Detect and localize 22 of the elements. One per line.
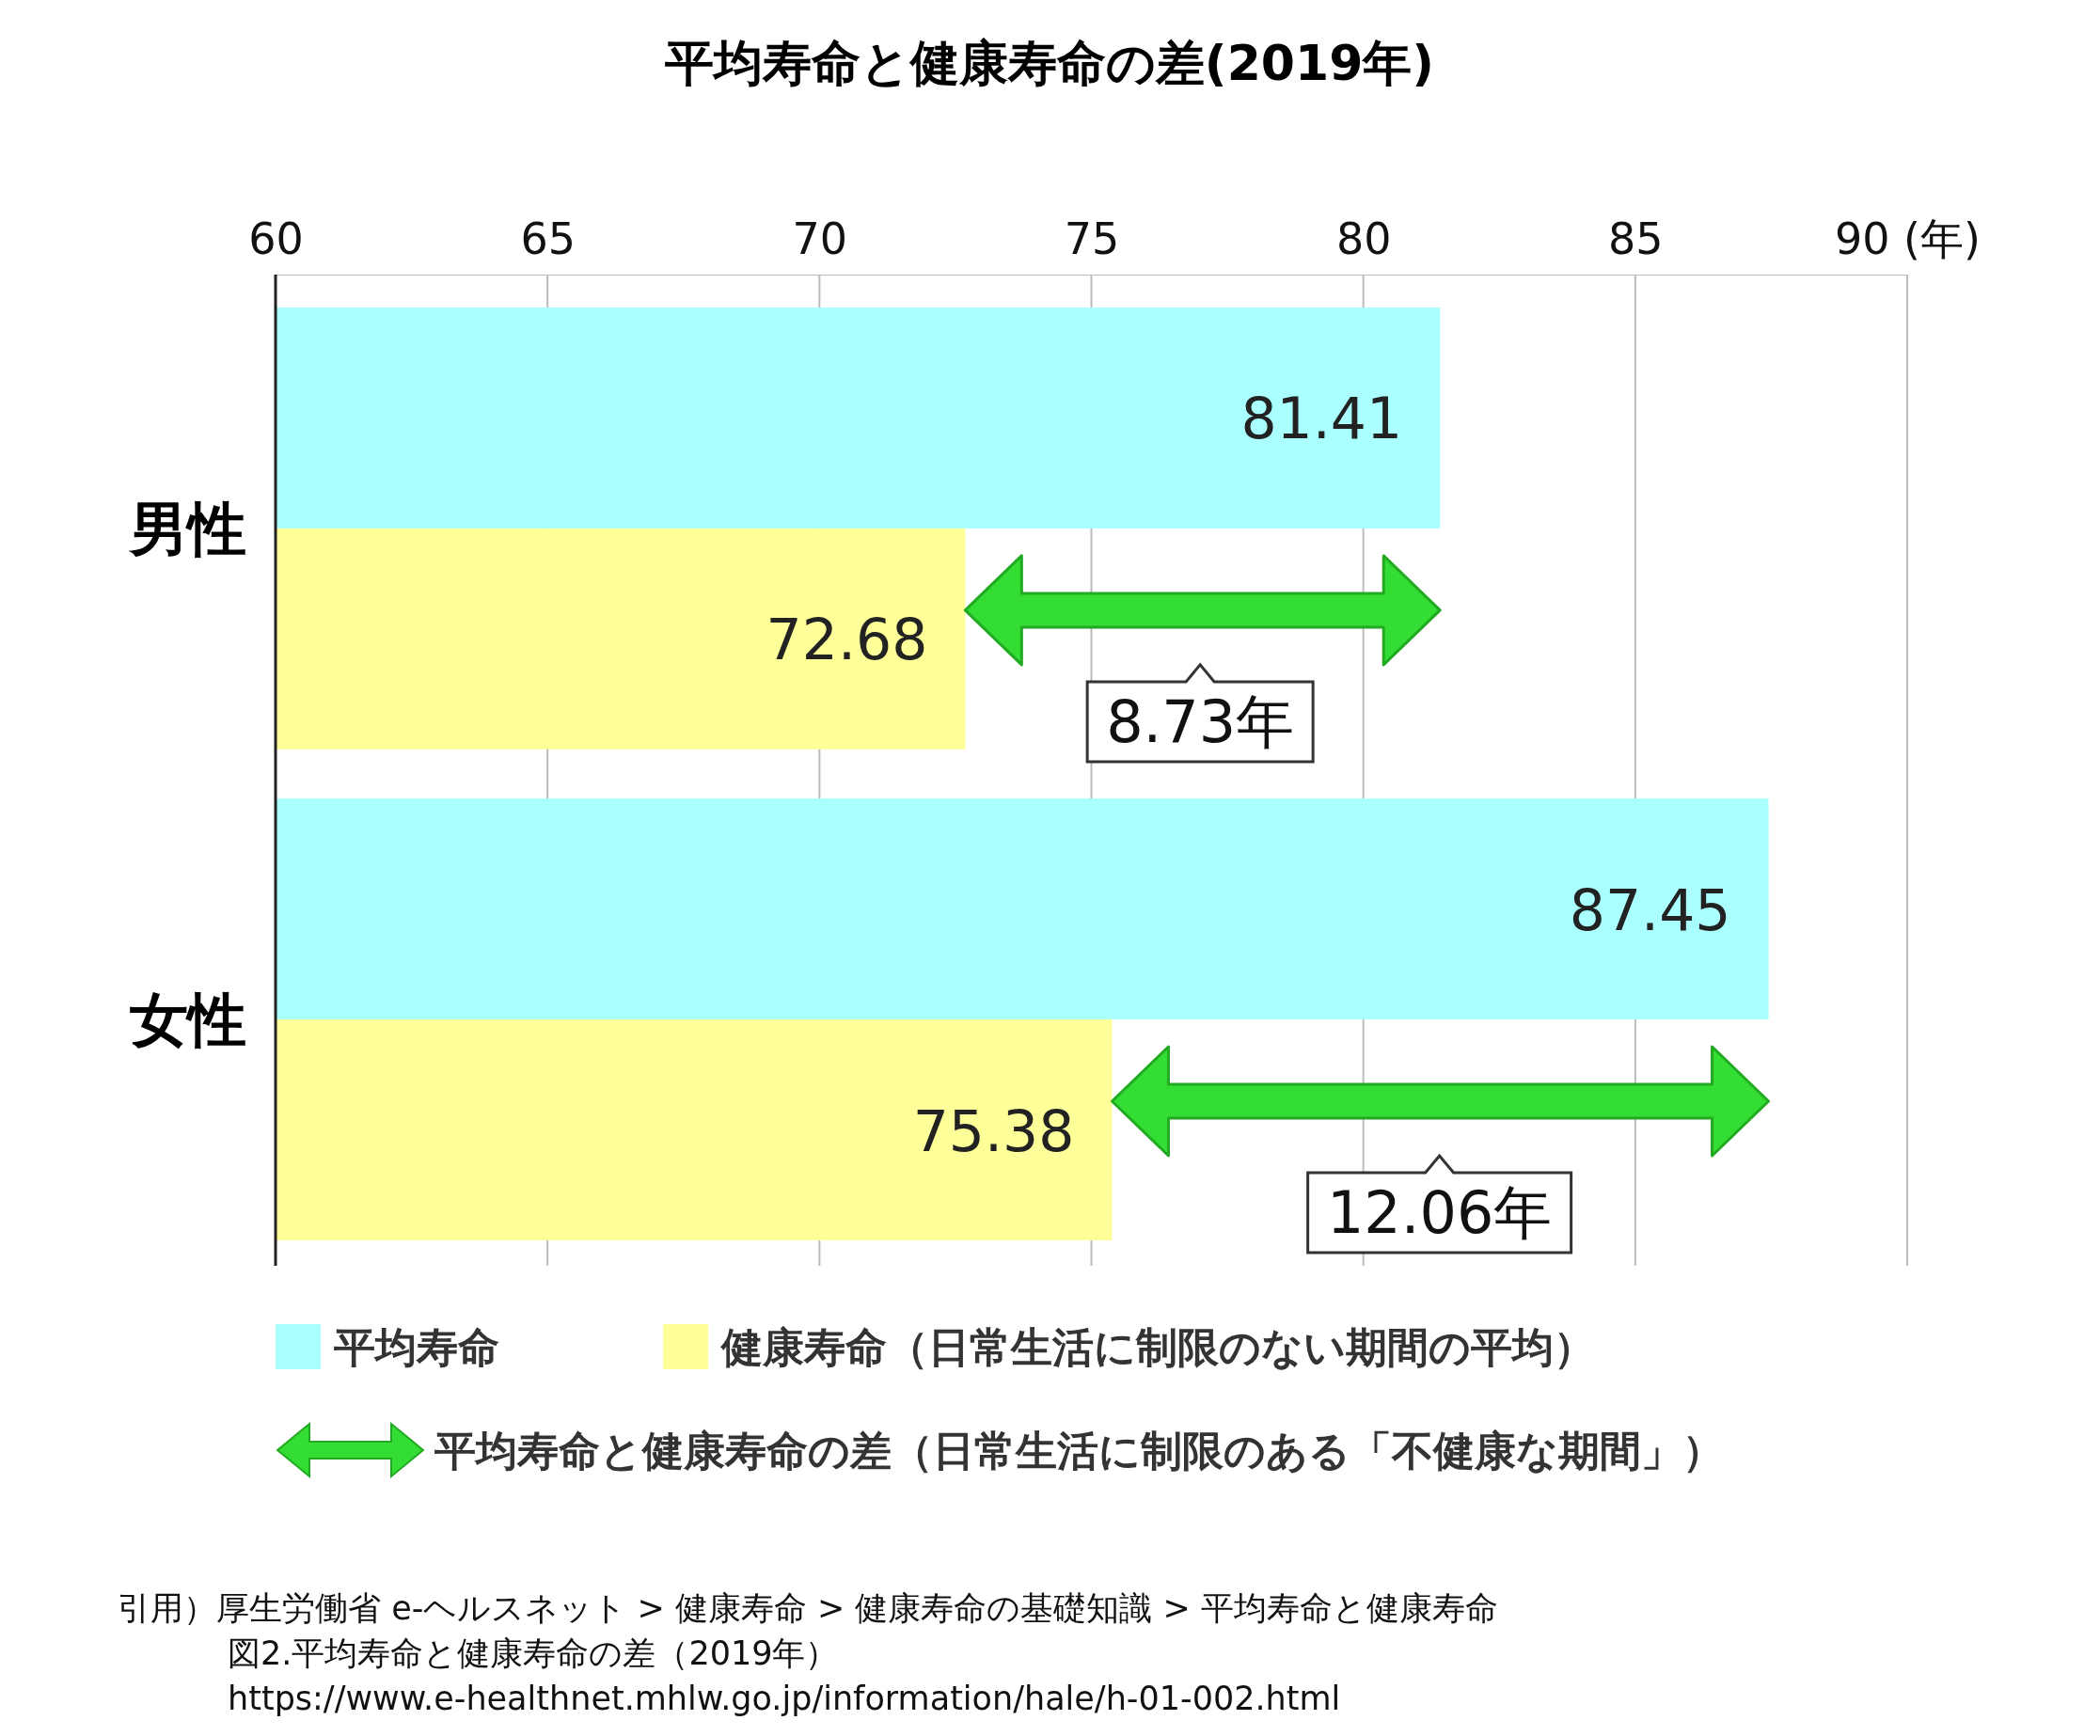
chart-title: 平均寿命と健康寿命の差(2019年) bbox=[663, 35, 1435, 91]
x-tick-label: 90 (年) bbox=[1834, 213, 1982, 264]
y-tick-label: 男性 bbox=[128, 494, 246, 563]
data-label: 75.38 bbox=[912, 1097, 1075, 1164]
caption: 図2.平均寿命と健康寿命の差（2019年） bbox=[228, 1634, 839, 1672]
x-tick-label: 70 bbox=[792, 213, 848, 264]
x-tick-label: 85 bbox=[1608, 213, 1664, 264]
data-label: 81.41 bbox=[1240, 386, 1403, 452]
data-label: 87.45 bbox=[1569, 876, 1731, 943]
y-tick-label: 女性 bbox=[130, 986, 246, 1055]
annotation: 12.06年 bbox=[1326, 1178, 1553, 1248]
text: 引用）厚生労働省 e-ヘルスネット > 健康寿命 > 健康寿命の基礎知識 > 平均寿命と健康寿命 bbox=[118, 1589, 1499, 1627]
data-label: 72.68 bbox=[766, 607, 928, 673]
x-tick-label: 80 bbox=[1335, 213, 1392, 264]
x-tick-label: 75 bbox=[1064, 213, 1120, 264]
x-tick-label: 60 bbox=[248, 213, 304, 264]
text: https://www.e-healthnet.mhlw.go.jp/information/hale/h-01-002.html bbox=[228, 1680, 1341, 1717]
text: 平均寿命と健康寿命の差（日常生活に制限のある「不健康な期間」） bbox=[434, 1427, 1724, 1475]
legend-label: 平均寿命 bbox=[334, 1323, 499, 1371]
annotation: 8.73年 bbox=[1106, 687, 1295, 757]
legend-label: 健康寿命（日常生活に制限のない期間の平均） bbox=[719, 1323, 1595, 1371]
x-tick-label: 65 bbox=[520, 213, 576, 264]
